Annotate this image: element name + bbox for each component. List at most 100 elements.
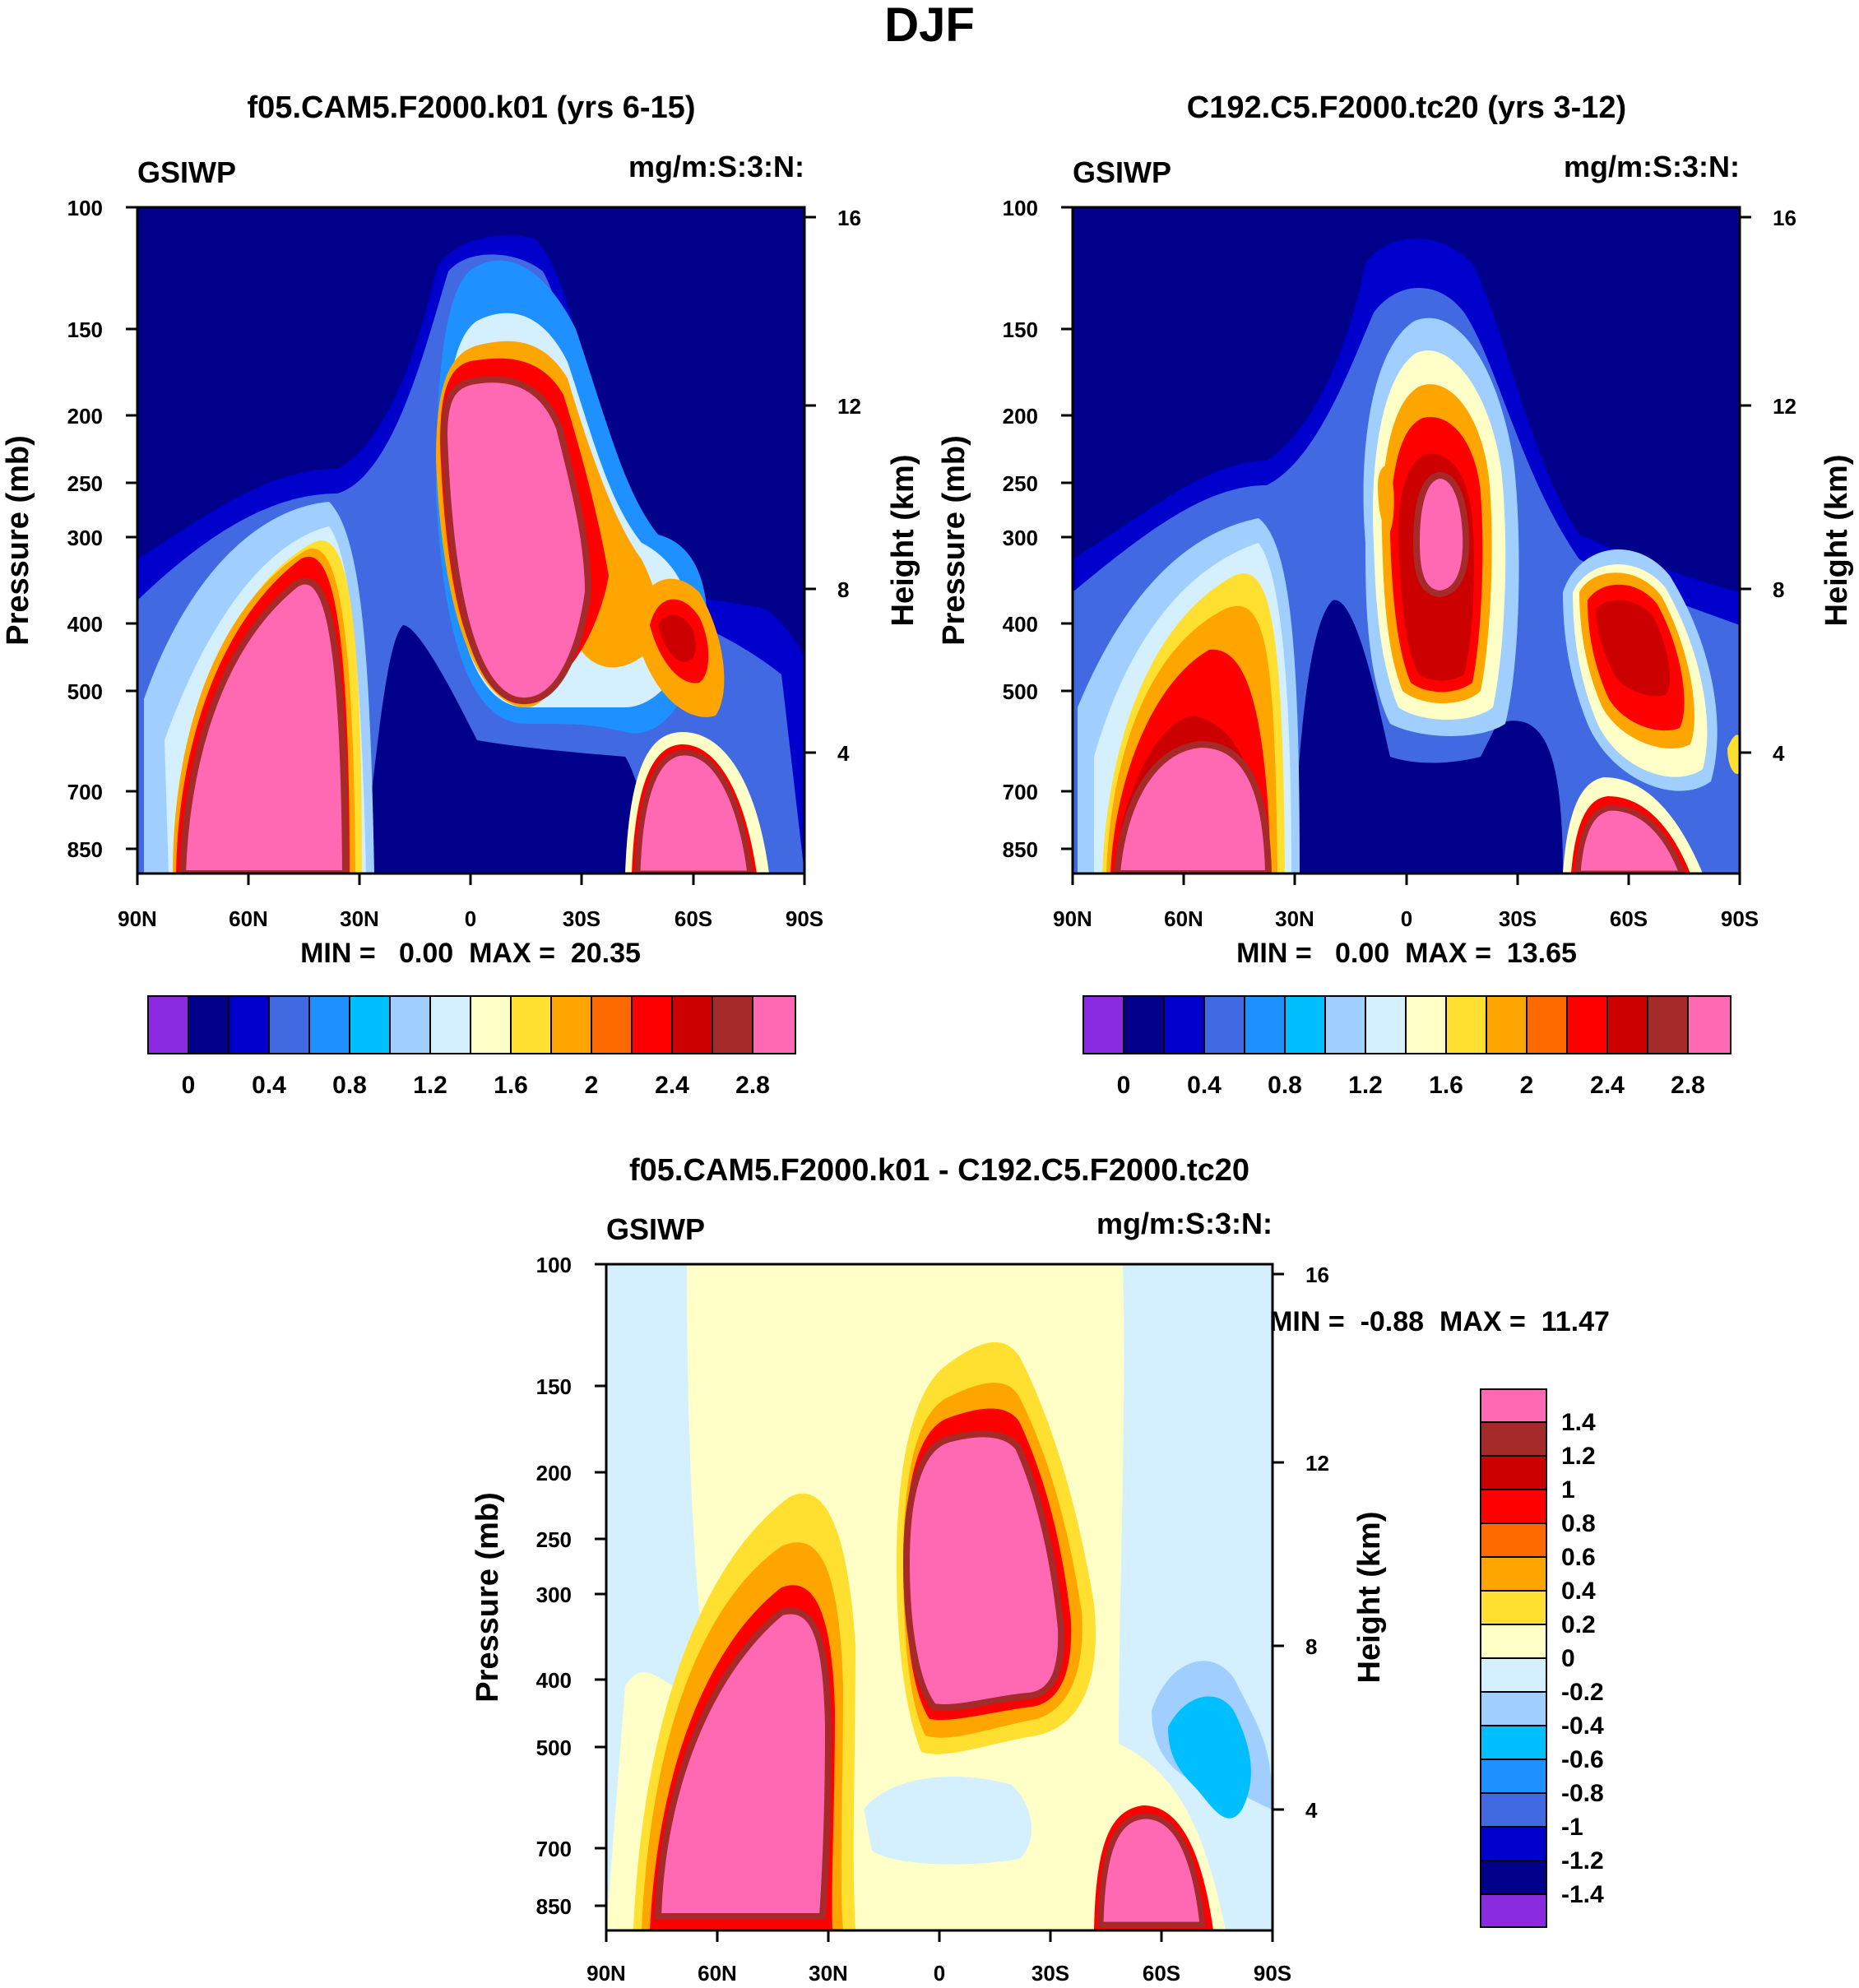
colorbar: [1480, 1388, 1547, 1928]
y-tick-label: 850: [1003, 837, 1038, 862]
variable-label: GSIWP: [137, 155, 236, 189]
y-tick-label: 100: [536, 1253, 572, 1277]
colorbar-swatch: [1480, 1759, 1547, 1794]
colorbar-swatch: [228, 995, 270, 1054]
x-axis-ticks: [136, 874, 806, 885]
right-tick-label: 16: [1773, 206, 1796, 230]
colorbar-swatch: [631, 995, 673, 1054]
colorbar-swatch: [1480, 1522, 1547, 1558]
y-tick-label: 700: [67, 780, 103, 804]
contour-negative-west: [606, 1264, 707, 1930]
colorbar-label: 1.6: [1429, 1072, 1463, 1099]
contour-clear-gap: [362, 625, 658, 874]
colorbar-swatch: [349, 995, 391, 1054]
colorbar-swatch: [470, 995, 512, 1054]
x-tick-label: 60S: [1610, 906, 1648, 931]
colorbar-swatch: [1365, 995, 1407, 1054]
contour-core-pink: [1113, 740, 1273, 874]
colorbar-label: 1.2: [413, 1072, 447, 1099]
colorbar-swatch: [1486, 995, 1528, 1054]
colorbar-swatch: [1480, 1489, 1547, 1524]
colorbar-label: -0.4: [1561, 1712, 1604, 1740]
contour-south-low-pink: [1574, 804, 1685, 874]
colorbar-label: -1: [1561, 1814, 1583, 1841]
colorbar-swatch: [1082, 995, 1124, 1054]
x-tick-labels: 90N 60N 30N 0 30S 60S 90S: [586, 1961, 1291, 1986]
colorbar-label: 0: [1117, 1072, 1131, 1099]
x-tick-label: 60N: [1164, 906, 1203, 931]
colorbar-label: 1.2: [1561, 1443, 1596, 1470]
min-max-label: MIN = 0.00 MAX = 20.35: [300, 938, 641, 969]
min-max-label: MIN = -0.88 MAX = 11.47: [1269, 1306, 1610, 1337]
y-axis-ticks: [126, 206, 137, 850]
x-tick-labels: 90N 60N 30N 0 30S 60S 90S: [1053, 906, 1759, 931]
colorbar-label: -1.4: [1561, 1881, 1604, 1908]
colorbar-swatch: [1480, 1893, 1547, 1928]
x-tick-label: 0: [1401, 906, 1412, 931]
right-tick-labels: 16 12 8 4: [837, 206, 861, 766]
colorbar-swatch: [1244, 995, 1286, 1054]
contour-core-pink: [178, 577, 350, 874]
colorbar-swatch: [1647, 995, 1689, 1054]
contour-field: [606, 1264, 1273, 1930]
colorbar-swatch: [147, 995, 189, 1054]
colorbar-swatch: [1566, 995, 1608, 1054]
colorbar-swatch: [1163, 995, 1205, 1054]
y-tick-label: 100: [1003, 196, 1038, 220]
right-tick-labels: 16 12 8 4: [1305, 1263, 1329, 1823]
colorbar-swatch: [1480, 1556, 1547, 1592]
colorbar-swatch: [1405, 995, 1447, 1054]
contour-south-mid-core: [1596, 600, 1670, 697]
y-tick-label: 700: [536, 1837, 572, 1861]
colorbar-label: 2.8: [735, 1072, 770, 1099]
units-label: mg/m:S:3:N:: [1096, 1207, 1273, 1240]
x-tick-label: 60N: [229, 906, 268, 931]
panel-difference: f05.CAM5.F2000.k01 - C192.C5.F2000.tc20 …: [471, 1153, 1610, 1986]
colorbar-label: 2.8: [1671, 1072, 1705, 1099]
colorbar-label: -0.8: [1561, 1780, 1604, 1807]
colorbar-swatch: [389, 995, 431, 1054]
x-tick-label: 90N: [586, 1961, 626, 1986]
contour-clear-gap: [1291, 600, 1563, 874]
colorbar-swatch: [1284, 995, 1326, 1054]
x-tick-label: 0: [465, 906, 476, 931]
colorbar-label: -0.6: [1561, 1746, 1604, 1773]
colorbar-swatch: [1480, 1624, 1547, 1659]
colorbar-label: 0.4: [1561, 1578, 1596, 1605]
colorbar: [1082, 995, 1732, 1054]
colorbar-label: 2: [585, 1072, 599, 1099]
colorbar-label: 0.8: [1268, 1072, 1302, 1099]
right-tick-labels: 16 12 8 4: [1773, 206, 1796, 766]
y-tick-labels: 100 150 200 250 300 400 500 700 850: [1003, 196, 1038, 862]
colorbar-label: 0.4: [1187, 1072, 1222, 1099]
y-axis-title: Pressure (mb): [471, 1492, 505, 1703]
colorbar-label: 1: [1561, 1476, 1575, 1504]
panel-title: C192.C5.F2000.tc20 (yrs 3-12): [1187, 90, 1626, 125]
colorbar-swatch: [1480, 1455, 1547, 1490]
colorbar-labels: 1.4 1.2 1 0.8 0.6 0.4 0.2 0 -0.2 -0.4 -0…: [1561, 1409, 1604, 1908]
y-tick-labels: 100 150 200 250 300 400 500 700 850: [67, 196, 103, 862]
colorbar-swatch: [1203, 995, 1245, 1054]
x-tick-label: 90S: [1254, 1961, 1291, 1986]
colorbar-swatch: [1445, 995, 1487, 1054]
contour-tropics-west-blob: [1378, 466, 1394, 535]
colorbar-swatch: [1480, 1725, 1547, 1760]
units-label: mg/m:S:3:N:: [628, 150, 804, 183]
colorbar-swatch: [671, 995, 713, 1054]
y-tick-label: 500: [67, 679, 103, 704]
contour-tropics-core: [902, 1430, 1065, 1711]
y-tick-label: 400: [536, 1668, 572, 1693]
colorbar-label: 0.6: [1561, 1544, 1596, 1571]
colorbar-label: 0.2: [1561, 1611, 1596, 1638]
colorbar-labels: 0 0.4 0.8 1.2 1.6 2 2.4 2.8: [1117, 1072, 1705, 1099]
x-tick-label: 0: [934, 1961, 945, 1986]
colorbar-swatch: [268, 995, 310, 1054]
y-tick-label: 150: [67, 317, 103, 342]
colorbar-swatch: [188, 995, 229, 1054]
y-tick-label: 100: [67, 196, 103, 220]
y-tick-labels: 100 150 200 250 300 400 500 700 850: [536, 1253, 572, 1919]
right-tick-label: 4: [1773, 741, 1785, 766]
y-axis-title: Pressure (mb): [937, 435, 971, 646]
y-tick-label: 250: [67, 471, 103, 496]
colorbar-swatch: [1480, 1657, 1547, 1693]
